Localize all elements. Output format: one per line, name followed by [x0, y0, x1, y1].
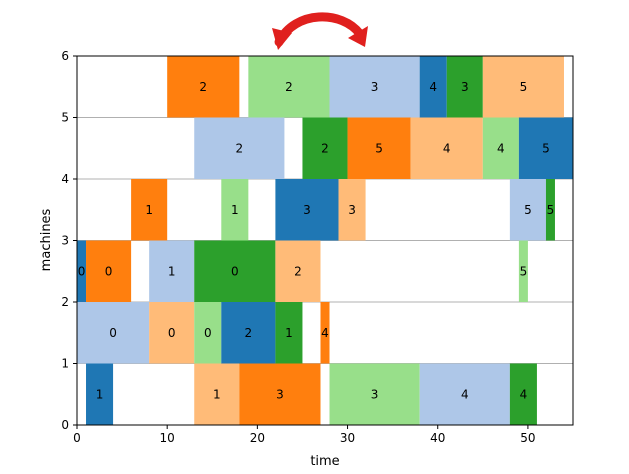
task-bar-label: 2	[199, 80, 207, 94]
y-axis-label: machines	[39, 208, 54, 271]
task-bar-label: 0	[105, 264, 113, 278]
task-bar-label: 3	[371, 387, 379, 401]
task-bar	[167, 56, 240, 118]
task-bar	[86, 363, 114, 425]
task-bar	[410, 117, 483, 179]
task-bar-label: 2	[294, 264, 302, 278]
task-bar-label: 1	[168, 264, 176, 278]
task-bar	[194, 117, 285, 179]
task-bar-label: 0	[78, 264, 86, 278]
task-bar-label: 3	[348, 203, 356, 217]
task-bar-label: 0	[231, 264, 239, 278]
task-bar	[239, 363, 321, 425]
task-bar	[194, 302, 222, 364]
task-bar	[545, 179, 555, 241]
task-bar	[419, 56, 447, 118]
swap-arrow-icon	[272, 12, 368, 50]
task-bar-label: 0	[109, 326, 117, 340]
y-tick-label: 1	[61, 357, 69, 371]
task-bar	[149, 302, 195, 364]
task-bar-label: 2	[245, 326, 253, 340]
task-bar	[194, 363, 240, 425]
task-bar	[248, 56, 330, 118]
task-bar	[77, 302, 150, 364]
task-bar	[329, 363, 420, 425]
task-bar	[77, 240, 87, 302]
task-bar	[482, 56, 564, 118]
task-bar-label: 2	[236, 141, 244, 155]
task-bar-label: 1	[145, 203, 153, 217]
x-tick-label: 10	[160, 431, 175, 445]
y-tick-label: 3	[61, 234, 69, 248]
task-bar-label: 1	[96, 387, 104, 401]
x-tick-label: 0	[73, 431, 81, 445]
task-bar-label: 0	[168, 326, 176, 340]
task-bar	[131, 179, 168, 241]
task-bar-label: 0	[204, 326, 212, 340]
x-tick-label: 30	[340, 431, 355, 445]
task-bar-label: 1	[213, 387, 221, 401]
task-bar-label: 5	[542, 141, 550, 155]
task-bar	[302, 117, 348, 179]
task-bar	[419, 363, 510, 425]
task-bar-label: 4	[520, 387, 528, 401]
y-tick-label: 6	[61, 49, 69, 63]
task-bar-label: 5	[520, 264, 528, 278]
task-bar	[446, 56, 483, 118]
task-bar	[221, 302, 276, 364]
x-tick-label: 20	[250, 431, 265, 445]
x-axis-label: time	[310, 454, 339, 469]
task-bar-label: 3	[371, 80, 379, 94]
task-bar	[329, 56, 420, 118]
task-bar	[509, 179, 546, 241]
task-bar	[275, 240, 321, 302]
task-bar	[86, 240, 132, 302]
task-bars: 1 1 3 3 4 4 0 0 0 2 1 4 0 0 1 0 2 5 1 1 3 3 5 5 2 2 5 4 4 5 2 2 3 4 3 5	[77, 56, 573, 425]
task-bar-label: 4	[497, 141, 505, 155]
task-bar-label: 3	[461, 80, 469, 94]
task-bar	[194, 240, 276, 302]
task-bar	[518, 117, 573, 179]
y-tick-label: 5	[61, 111, 69, 125]
task-bar-label: 4	[443, 141, 451, 155]
task-bar-label: 4	[321, 326, 329, 340]
task-bar	[275, 302, 303, 364]
task-bar	[149, 240, 195, 302]
task-bar-label: 5	[524, 203, 532, 217]
task-bar-label: 2	[321, 141, 329, 155]
task-bar-label: 5	[547, 203, 555, 217]
y-tick-label: 4	[61, 172, 69, 186]
task-bar-label: 4	[429, 80, 437, 94]
task-bar-label: 1	[285, 326, 293, 340]
task-bar-label: 5	[520, 80, 528, 94]
y-tick-label: 0	[61, 418, 69, 432]
task-bar	[338, 179, 366, 241]
task-bar	[320, 302, 330, 364]
task-bar-label: 1	[231, 203, 239, 217]
x-tick-label: 50	[520, 431, 535, 445]
task-bar	[482, 117, 519, 179]
task-bar-label: 3	[303, 203, 311, 217]
task-bar	[347, 117, 411, 179]
x-tick-label: 40	[430, 431, 445, 445]
task-bar	[509, 363, 537, 425]
y-tick-label: 2	[61, 295, 69, 309]
task-bar-label: 5	[375, 141, 383, 155]
task-bar	[275, 179, 339, 241]
task-bar-label: 2	[285, 80, 293, 94]
task-bar	[221, 179, 249, 241]
task-bar-label: 3	[276, 387, 284, 401]
task-bar	[518, 240, 528, 302]
task-bar-label: 4	[461, 387, 469, 401]
